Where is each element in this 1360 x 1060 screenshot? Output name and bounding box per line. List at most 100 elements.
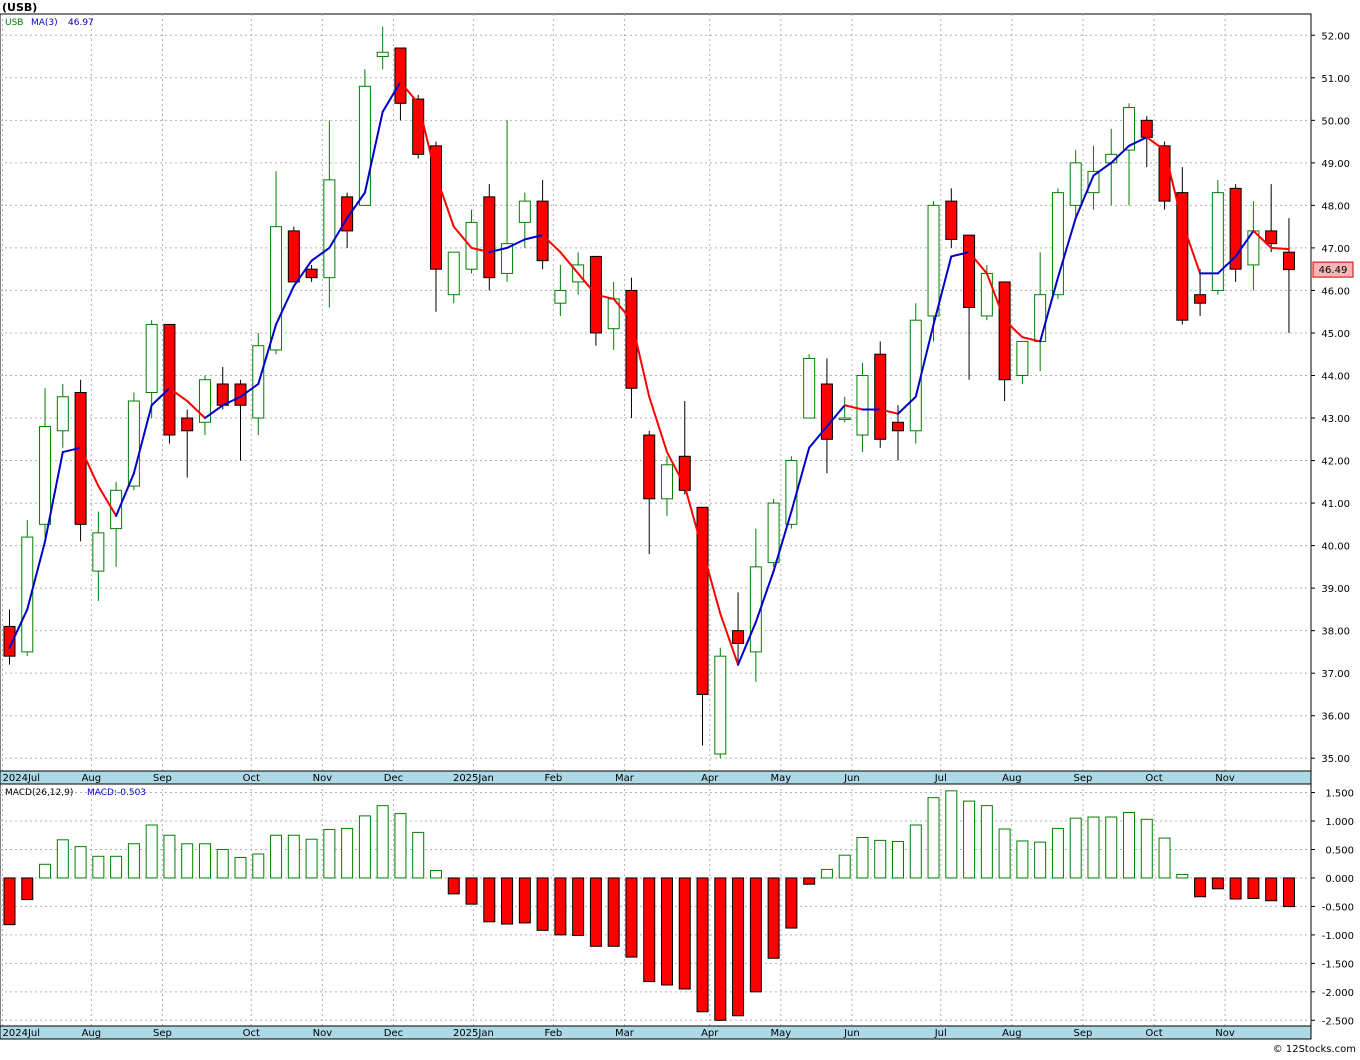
macd-bar bbox=[1140, 818, 1153, 879]
candle-body bbox=[820, 383, 833, 440]
ma-segment bbox=[985, 272, 1006, 322]
price-y-tick-label: 49.00 bbox=[1321, 159, 1350, 170]
x-axis-month-label: 2024Jul bbox=[3, 1028, 41, 1039]
x-axis-month-label: Dec bbox=[384, 1028, 403, 1039]
macd-bar bbox=[1211, 877, 1224, 890]
ma-segment bbox=[328, 217, 349, 249]
macd-bar bbox=[820, 868, 833, 879]
ma-segment bbox=[612, 297, 633, 322]
ma-segment bbox=[1056, 217, 1077, 279]
x-axis-month-label: May bbox=[770, 1028, 791, 1039]
candle-body bbox=[1282, 251, 1295, 271]
candle-body bbox=[21, 536, 34, 653]
price-y-tick-label: 42.00 bbox=[1321, 457, 1350, 468]
macd-bar bbox=[1229, 877, 1242, 900]
macd-bar bbox=[21, 877, 34, 901]
x-axis-month-label: Dec bbox=[384, 773, 403, 784]
price-y-tick-label: 51.00 bbox=[1321, 74, 1350, 85]
candle-body bbox=[305, 268, 318, 279]
macd-y-tick-label: -0.500 bbox=[1322, 902, 1354, 913]
candle-body bbox=[376, 51, 389, 58]
macd-y-tick-label: -1.500 bbox=[1322, 959, 1354, 970]
candle-body bbox=[945, 200, 958, 240]
macd-x-axis: 2024Jul Aug Sep Oct Nov Dec 2025Jan Feb Mar Apr Ma… bbox=[3, 1028, 1235, 1039]
x-axis-month-label: Sep bbox=[153, 1028, 172, 1039]
ma-segment bbox=[648, 395, 668, 454]
macd-bar bbox=[92, 855, 105, 879]
macd-bar bbox=[412, 831, 425, 879]
x-axis-month-label: Nov bbox=[1215, 1028, 1235, 1039]
macd-bar bbox=[323, 829, 336, 879]
candle-body bbox=[732, 630, 745, 644]
x-axis-month-label: 2025Jan bbox=[453, 773, 494, 784]
ma-segment bbox=[683, 485, 704, 551]
macd-bar bbox=[216, 848, 229, 879]
price-panel-frame bbox=[0, 13, 1312, 772]
candle-body bbox=[198, 379, 211, 423]
macd-bar bbox=[1034, 841, 1047, 879]
x-axis-month-label: Apr bbox=[701, 1028, 719, 1039]
price-y-tick-label: 52.00 bbox=[1321, 31, 1350, 42]
ma-segment bbox=[275, 285, 295, 326]
candle-body bbox=[127, 400, 140, 487]
ma-segment bbox=[719, 612, 740, 666]
ma-segment bbox=[630, 319, 651, 398]
ma-segment bbox=[132, 404, 153, 475]
candle-body bbox=[1069, 162, 1082, 206]
price-x-axis: 2024Jul Aug Sep Oct Nov Dec 2025Jan Feb Mar Apr Ma… bbox=[3, 773, 1235, 784]
macd-bar bbox=[803, 877, 816, 885]
candle-body bbox=[660, 464, 673, 500]
candle-body bbox=[270, 226, 283, 351]
candle-body bbox=[181, 417, 194, 432]
macd-bar bbox=[572, 877, 585, 936]
candle-body bbox=[358, 85, 371, 206]
ma-segment bbox=[559, 251, 580, 275]
ma-segment bbox=[434, 174, 455, 228]
ma-segment bbox=[665, 451, 686, 488]
ma-segment bbox=[772, 510, 793, 573]
price-y-tick-label: 40.00 bbox=[1321, 542, 1350, 553]
price-y-tick-label: 46.00 bbox=[1321, 286, 1350, 297]
candle-body bbox=[92, 532, 105, 572]
candle-body bbox=[1176, 192, 1189, 321]
macd-bar bbox=[465, 877, 478, 905]
x-axis-month-label: Aug bbox=[82, 1028, 102, 1039]
candle-body bbox=[1265, 230, 1278, 245]
macd-bar bbox=[127, 843, 140, 879]
macd-bar bbox=[1282, 877, 1295, 908]
ma-segment bbox=[790, 446, 811, 513]
candle-body bbox=[3, 625, 16, 657]
ma-segment bbox=[577, 272, 597, 296]
candle-body bbox=[145, 323, 158, 393]
ma-segment bbox=[737, 621, 757, 666]
x-axis-month-label: Nov bbox=[1215, 773, 1235, 784]
macd-bar bbox=[660, 877, 673, 986]
ma-segment bbox=[1252, 229, 1273, 249]
candle-body bbox=[1034, 294, 1047, 342]
price-y-tick-label: 44.00 bbox=[1321, 371, 1350, 382]
candle-body bbox=[856, 374, 869, 436]
macd-y-axis: 1.500 1.000 0.500 0.000 -0.500 -1.000 -1.500 -2… bbox=[1311, 789, 1354, 1027]
candle-body bbox=[56, 396, 69, 432]
macd-bar bbox=[749, 877, 762, 993]
macd-bar bbox=[732, 877, 745, 1017]
ma-segment bbox=[1163, 149, 1184, 224]
watermark: © 12Stocks.com bbox=[1273, 1044, 1356, 1055]
macd-bar bbox=[447, 877, 460, 895]
macd-bar bbox=[39, 863, 52, 879]
macd-bar bbox=[892, 841, 904, 879]
macd-bar bbox=[607, 877, 620, 947]
macd-bar bbox=[1051, 827, 1064, 879]
ma-segment bbox=[1181, 221, 1202, 275]
x-axis-month-label: Mar bbox=[615, 773, 635, 784]
macd-bar bbox=[74, 846, 87, 879]
candle-body bbox=[714, 655, 727, 755]
ma-segment bbox=[843, 404, 864, 411]
macd-bar bbox=[1123, 811, 1136, 879]
ma-segment bbox=[239, 382, 260, 398]
macd-bar bbox=[3, 877, 16, 926]
ma-segment bbox=[168, 387, 189, 403]
ma-segment bbox=[754, 570, 775, 624]
candle-body bbox=[1211, 192, 1224, 291]
